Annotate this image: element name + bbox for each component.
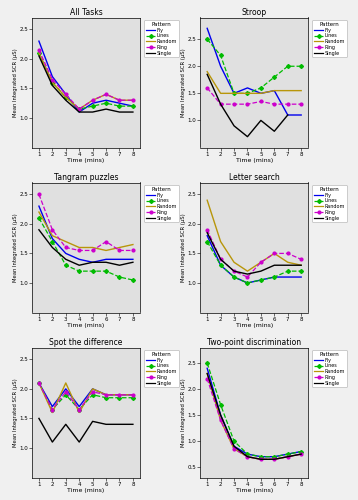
Y-axis label: Mean Integrated SCR (μS): Mean Integrated SCR (μS) — [181, 378, 186, 447]
Y-axis label: Mean Integrated SCR (μS): Mean Integrated SCR (μS) — [13, 378, 18, 447]
Title: Spot the difference: Spot the difference — [49, 338, 122, 346]
X-axis label: Time (mins): Time (mins) — [236, 158, 273, 163]
Title: Letter search: Letter search — [229, 172, 280, 182]
X-axis label: Time (mins): Time (mins) — [67, 323, 105, 328]
X-axis label: Time (mins): Time (mins) — [236, 488, 273, 493]
Title: Two-point discrimination: Two-point discrimination — [207, 338, 301, 346]
Legend: Fly, Lines, Random, Ring, Single: Fly, Lines, Random, Ring, Single — [144, 20, 179, 58]
Legend: Fly, Lines, Random, Ring, Single: Fly, Lines, Random, Ring, Single — [144, 185, 179, 222]
Title: Tangram puzzles: Tangram puzzles — [54, 172, 118, 182]
X-axis label: Time (mins): Time (mins) — [67, 488, 105, 493]
Title: Stroop: Stroop — [242, 8, 267, 16]
Y-axis label: Mean Integrated SCR (μS): Mean Integrated SCR (μS) — [13, 213, 18, 282]
Title: All Tasks: All Tasks — [69, 8, 102, 16]
Legend: Fly, Lines, Random, Ring, Single: Fly, Lines, Random, Ring, Single — [313, 20, 347, 58]
Y-axis label: Mean Integrated SCR (μS): Mean Integrated SCR (μS) — [13, 48, 18, 117]
Legend: Fly, Lines, Random, Ring, Single: Fly, Lines, Random, Ring, Single — [313, 350, 347, 388]
Legend: Fly, Lines, Random, Ring, Single: Fly, Lines, Random, Ring, Single — [313, 185, 347, 222]
X-axis label: Time (mins): Time (mins) — [67, 158, 105, 163]
X-axis label: Time (mins): Time (mins) — [236, 323, 273, 328]
Legend: Fly, Lines, Random, Ring, Single: Fly, Lines, Random, Ring, Single — [144, 350, 179, 388]
Y-axis label: Mean Integrated SCR (μS): Mean Integrated SCR (μS) — [181, 48, 186, 117]
Y-axis label: Mean Integrated SCR (μS): Mean Integrated SCR (μS) — [181, 213, 186, 282]
